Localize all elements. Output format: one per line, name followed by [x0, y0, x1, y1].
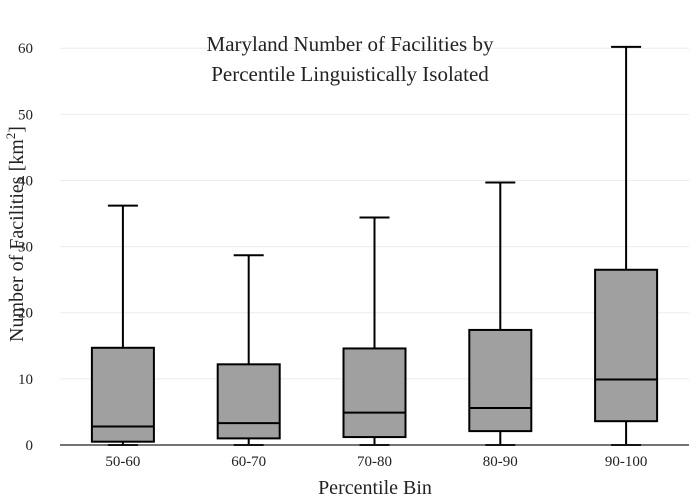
y-axis-title-end: ] — [6, 126, 28, 133]
iqr-box — [468, 328, 533, 433]
y-tick-label: 40 — [18, 173, 33, 189]
x-tick-label: 90-100 — [605, 454, 648, 470]
chart-title-line-1: Maryland Number of Facilities by — [207, 32, 494, 56]
y-tick-label: 0 — [26, 438, 34, 454]
iqr-box — [216, 363, 281, 440]
y-tick-label: 30 — [18, 240, 33, 256]
x-axis-title: Percentile Bin — [318, 477, 432, 499]
box-70-80 — [342, 216, 407, 446]
x-tick-label: 60-70 — [231, 454, 266, 470]
y-tick-label: 60 — [18, 41, 33, 57]
y-axis-title: Number of Facilities [km2] — [3, 126, 28, 342]
box-80-90 — [468, 181, 533, 446]
iqr-box — [594, 268, 659, 423]
box-50-60 — [90, 204, 155, 446]
y-tick-label: 10 — [18, 372, 33, 388]
y-axis-title-superscript: 2 — [3, 133, 18, 140]
iqr-box — [342, 347, 407, 439]
box-90-100 — [594, 45, 659, 446]
chart-title-line-2: Percentile Linguistically Isolated — [211, 62, 489, 86]
x-tick-label: 50-60 — [105, 454, 140, 470]
y-tick-label: 20 — [18, 306, 33, 322]
y-tick-labels: 0 10 20 30 40 50 60 — [18, 41, 33, 454]
iqr-box — [90, 346, 155, 443]
x-tick-labels: 50-60 60-70 70-80 80-90 90-100 — [105, 454, 647, 470]
box-series — [90, 45, 659, 446]
x-tick-label: 70-80 — [357, 454, 392, 470]
box-60-70 — [216, 254, 281, 446]
y-axis-title-main: Number of Facilities [km — [6, 139, 28, 342]
x-tick-label: 80-90 — [483, 454, 518, 470]
y-tick-label: 50 — [18, 107, 33, 123]
